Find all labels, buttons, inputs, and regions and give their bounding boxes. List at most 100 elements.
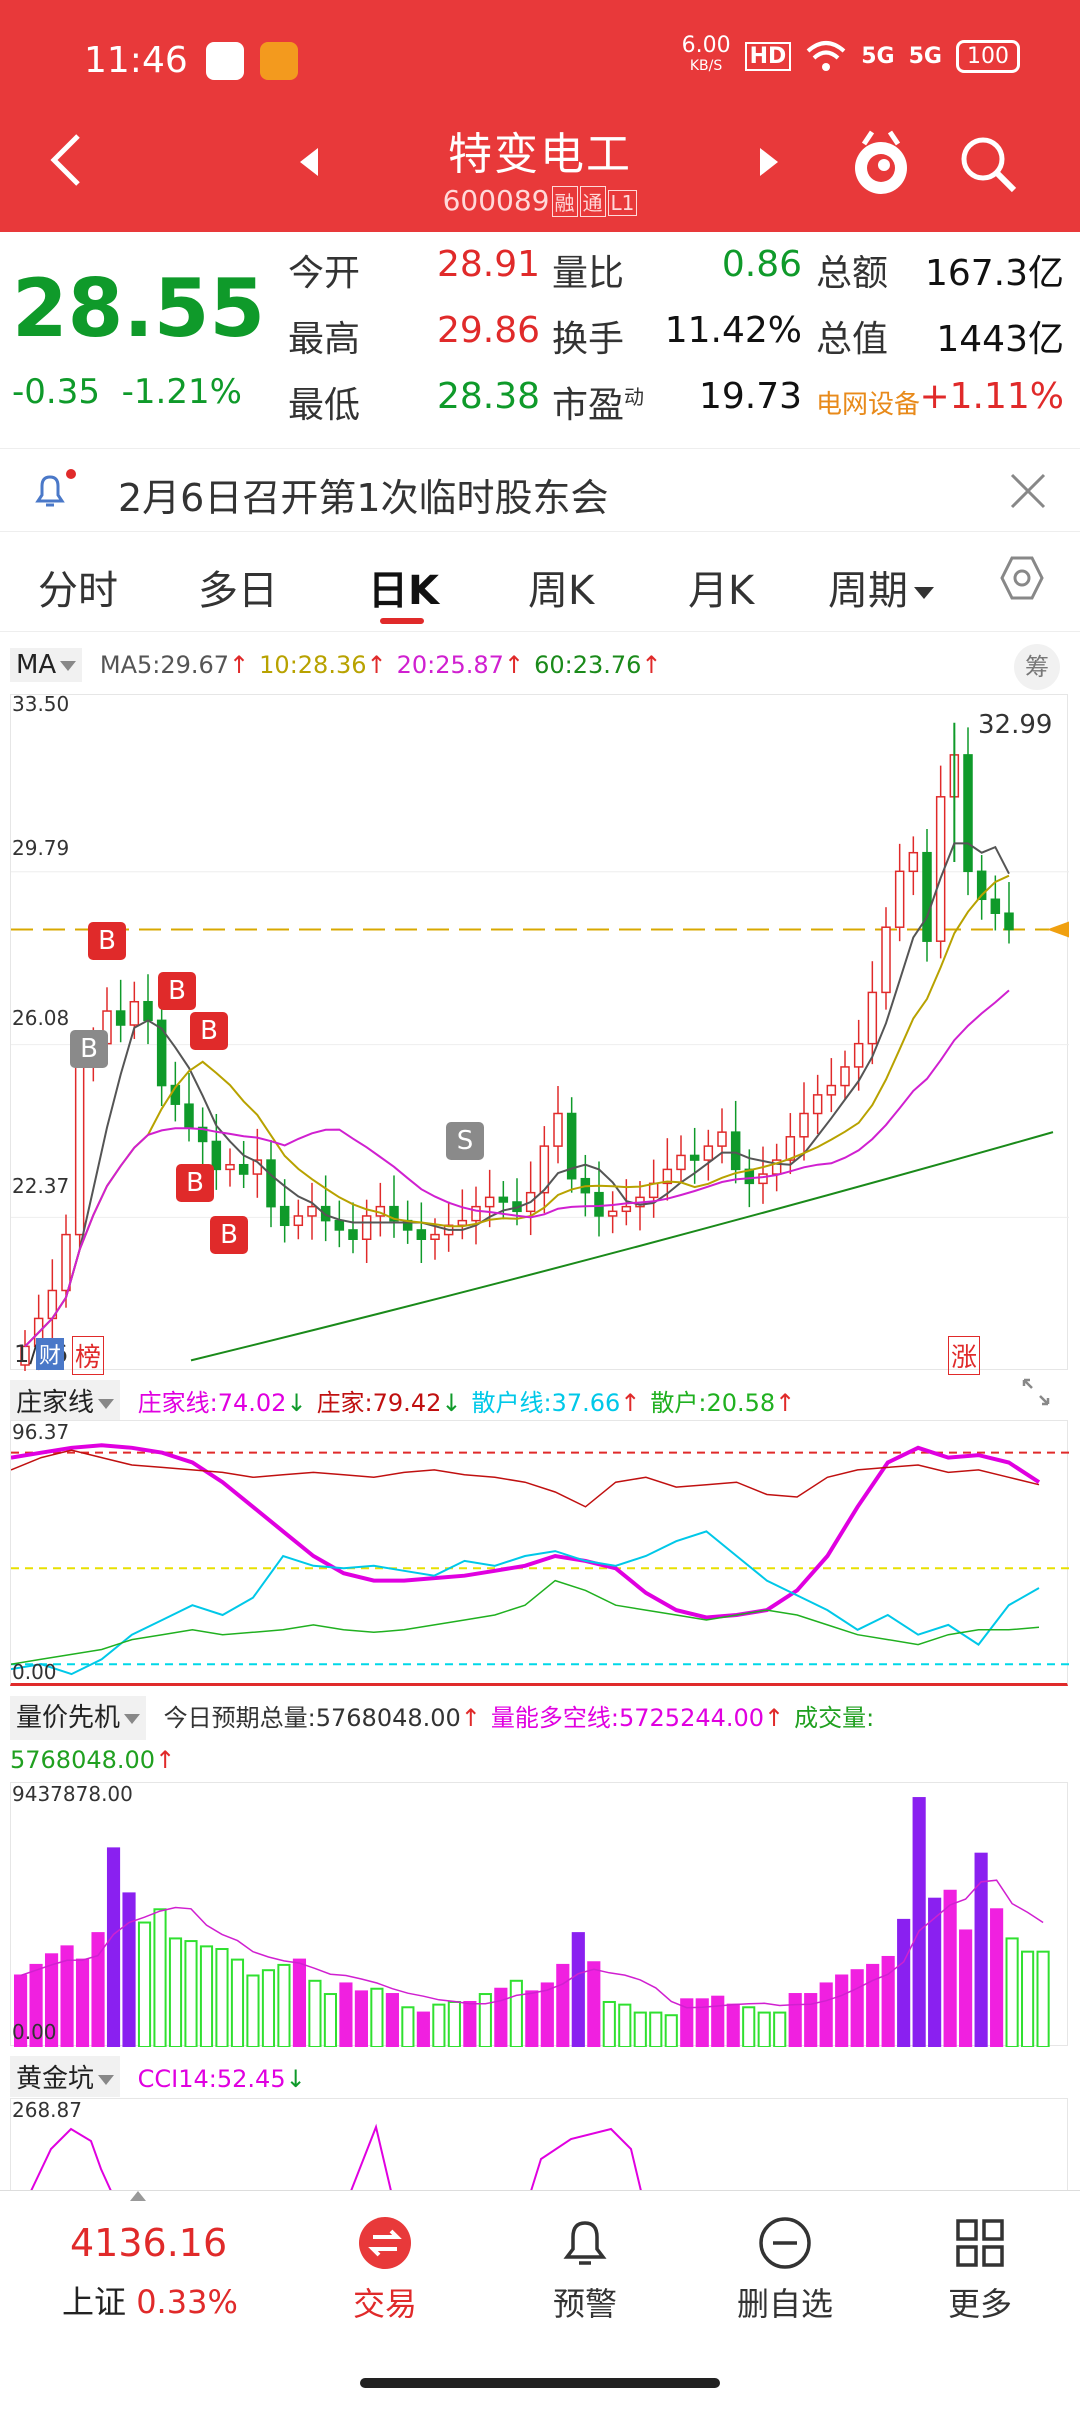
bell-icon [563,2221,607,2265]
volume-bar [29,1963,43,2047]
buy-signal-badge[interactable]: B [88,922,126,960]
candle-body [61,1233,71,1292]
buy-signal-badge[interactable]: B [158,972,196,1010]
signal-icon: 5G [908,43,942,69]
volume-bar [571,1932,585,2047]
candle-body [156,1019,167,1087]
minus-circle-icon [759,2217,811,2269]
vol-legend: 量价先机 今日预期总量:5768048.00↑ 量能多空线:5725244.00↑… [10,1696,1070,1780]
candle-body [826,1084,837,1096]
price-marker [1047,921,1069,938]
volume-bar [91,1932,105,2047]
candle-body [853,1042,864,1068]
volume-bar [556,1963,570,2047]
stock-code-line: 600089 融通 L1 [0,184,1080,217]
limit-up-tag[interactable]: 涨 [948,1336,981,1375]
candle-body [348,1229,358,1241]
kline-chart[interactable] [10,694,1069,1371]
tab-multiday[interactable]: 多日 [198,568,278,614]
candle-body [471,1205,481,1222]
sell-signal-badge[interactable]: S [446,1122,484,1160]
stock-code: 600089 [442,184,550,217]
volume-bar [726,2003,740,2047]
cci-legend: 黄金坑 CCI14:52.45↓ [10,2056,306,2097]
buy-signal-badge[interactable]: B [70,1030,108,1068]
volume-bar [804,1993,818,2047]
quote-value: 11.42% [664,310,802,351]
volume-bar [897,1918,911,2047]
quote-panel: 28.55 -0.35 -1.21% 今开 28.91 量比 0.86 总额 167.3亿… [0,232,1080,448]
candle-body [1004,912,1014,931]
candle-body [320,1205,331,1222]
finance-tag[interactable]: 财 [36,1338,65,1370]
tab-daily-k[interactable]: 日K [368,568,439,614]
tab-intraday[interactable]: 分时 [38,568,118,614]
chip-distribution-button[interactable]: 筹 [1014,644,1060,690]
trade-button[interactable]: 交易 [305,2213,465,2325]
candle-body [894,870,905,928]
zhuangjia-line [11,1443,1041,1620]
volume-bar [416,2011,430,2047]
candle-body [990,898,1001,914]
expand-icon[interactable] [1018,1374,1054,1410]
zj-indicator-select[interactable]: 庄家线 [10,1380,121,1421]
search-icon[interactable] [956,132,1020,196]
stock-title-block: 特变电工 600089 融通 L1 [0,118,1080,217]
volume-bar [835,1974,849,2047]
list-tag[interactable]: 榜 [72,1336,105,1375]
unread-dot [66,469,76,479]
tab-monthly-k[interactable]: 月K [688,568,755,614]
status-bar: 11:46 6.00 KB/S HD 5G 5G 100 [0,0,1080,124]
home-indicator[interactable] [360,2378,720,2388]
kline-y-label: 26.08 [12,1006,70,1030]
tab-period[interactable]: 周期 [828,558,934,616]
vol-indicator-select[interactable]: 量价先机 [10,1696,147,1740]
next-stock-arrow[interactable] [760,148,778,176]
cci-chart[interactable] [10,2098,1068,2191]
stock-name: 特变电工 [448,129,632,180]
buy-signal-badge[interactable]: B [210,1216,248,1254]
more-button[interactable]: 更多 [900,2213,1060,2325]
trade-icon [359,2217,411,2269]
volume-bar [618,2003,632,2047]
cci-indicator-select[interactable]: 黄金坑 [10,2056,121,2097]
settings-hex-icon[interactable] [998,554,1046,602]
alert-button[interactable]: 预警 [505,2213,665,2325]
buy-signal-badge[interactable]: B [190,1012,228,1050]
remove-watchlist-button[interactable]: 删自选 [705,2213,865,2325]
buy-signal-badge[interactable]: B [176,1164,214,1202]
close-icon[interactable] [1006,469,1050,513]
zj-legend: 庄家线 庄家线:74.02↓ 庄家:79.42↓ 散户线:37.66↑ 散户:20.5… [10,1380,795,1421]
candle-body [867,991,878,1045]
app-notification-icon [206,42,244,80]
legend-item: 庄家线:74.02 [137,1389,287,1417]
volume-bar [323,1993,338,2047]
quote-label-sup: 动 [624,385,645,409]
back-arrow-icon[interactable] [40,130,90,190]
notice-banner[interactable]: 2月6日召开第1次临时股东会 [0,448,1080,532]
tab-weekly-k[interactable]: 周K [528,568,595,614]
volume-chart[interactable] [10,1782,1068,2047]
candle-body [498,1196,509,1203]
mascot-icon[interactable] [850,128,912,200]
zj-svg [11,1443,1069,1676]
volume-bar [153,1908,167,2047]
cci-line [30,2123,642,2191]
ma-indicator-select[interactable]: MA [10,648,83,682]
kline-y-label: 29.79 [12,836,70,860]
zj-chart[interactable] [10,1420,1069,1686]
active-tab-indicator [380,618,424,624]
legend-item: CCI14:52.45 [137,2065,286,2093]
prev-stock-arrow[interactable] [300,148,318,176]
volume-bar [959,1929,973,2047]
volume-bar [106,1847,121,2047]
bottom-bar: 4136.16 上证 0.33% 交易 预警 删自选 更多 [0,2190,1080,2412]
ma60-line [190,1131,1054,1362]
volume-bar [75,1958,90,2047]
volume-bar [246,1974,260,2047]
volume-bar [261,1969,276,2047]
volume-bar [463,2000,477,2047]
index-line[interactable]: 上证 0.33% [62,2283,238,2321]
index-value[interactable]: 4136.16 [70,2221,228,2265]
legend-item: 今日预期总量:5768048.00 [163,1704,461,1732]
